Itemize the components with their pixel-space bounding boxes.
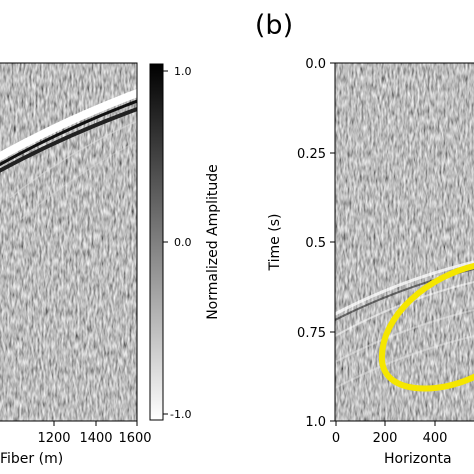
panel-b-annotation-ellipse [378, 262, 474, 392]
panel-a: 1200 1400 1600 Fiber (m) [0, 62, 152, 467]
colorbar-label: Normalized Amplitude [205, 164, 221, 320]
panel-a-frame [0, 62, 138, 422]
panel-label: (b) [255, 10, 293, 41]
panel-a-event-faint-1 [9, 120, 137, 199]
panel-b-event-1 [335, 260, 474, 316]
panel-a-x-tick-label: 1200 [37, 431, 70, 446]
panel-b-y-tick-label: 0.0 [305, 57, 326, 72]
panel-b-y-tick-label: 1.0 [305, 415, 326, 430]
panel-a-event-group [0, 88, 137, 221]
colorbar-tick-label: -1.0 [170, 408, 191, 421]
colorbar-gradient [149, 63, 164, 421]
panel-a-event-faint-2 [19, 140, 137, 221]
panel-a-x-tick-label: 1400 [79, 431, 112, 446]
colorbar-tick-label: 0.0 [174, 236, 192, 249]
colorbar: 1.0 0.0 -1.0 Normalized Amplitude [149, 63, 221, 421]
panel-b-event-4 [335, 335, 474, 389]
panel-b-y-axis: 0.0 0.25 0.5 0.75 1.0 Time (s) [267, 57, 335, 430]
panel-b: 0.0 0.25 0.5 0.75 1.0 Time (s) 0 200 400… [267, 57, 474, 467]
panel-b-y-tick-label: 0.75 [297, 326, 326, 341]
panel-a-x-axis-label: Fiber (m) [0, 451, 63, 467]
panel-b-y-tick-label: 0.5 [305, 236, 326, 251]
panel-b-event-3 [335, 309, 474, 363]
colorbar-tick-label: 1.0 [174, 65, 192, 78]
panel-b-x-axis-label: Horizonta [384, 451, 452, 467]
panel-b-x-axis: 0 200 400 Horizonta [332, 421, 452, 467]
panel-b-y-axis-label: Time (s) [267, 214, 283, 272]
panel-b-x-tick-label: 0 [332, 431, 340, 446]
panel-a-x-tick-label: 1600 [118, 431, 151, 446]
panel-b-x-tick-label: 400 [423, 431, 448, 446]
panel-b-event-group [335, 260, 474, 392]
panel-b-x-tick-label: 200 [373, 431, 398, 446]
panel-a-x-axis: 1200 1400 1600 Fiber (m) [0, 421, 152, 467]
panel-a-event-main-dark-lower [0, 106, 137, 173]
panel-b-seismic-image [335, 63, 474, 421]
panel-b-y-tick-label: 0.25 [297, 147, 326, 162]
panel-a-event-main-dark [0, 99, 137, 167]
panel-a-event-main-bright [0, 88, 137, 161]
